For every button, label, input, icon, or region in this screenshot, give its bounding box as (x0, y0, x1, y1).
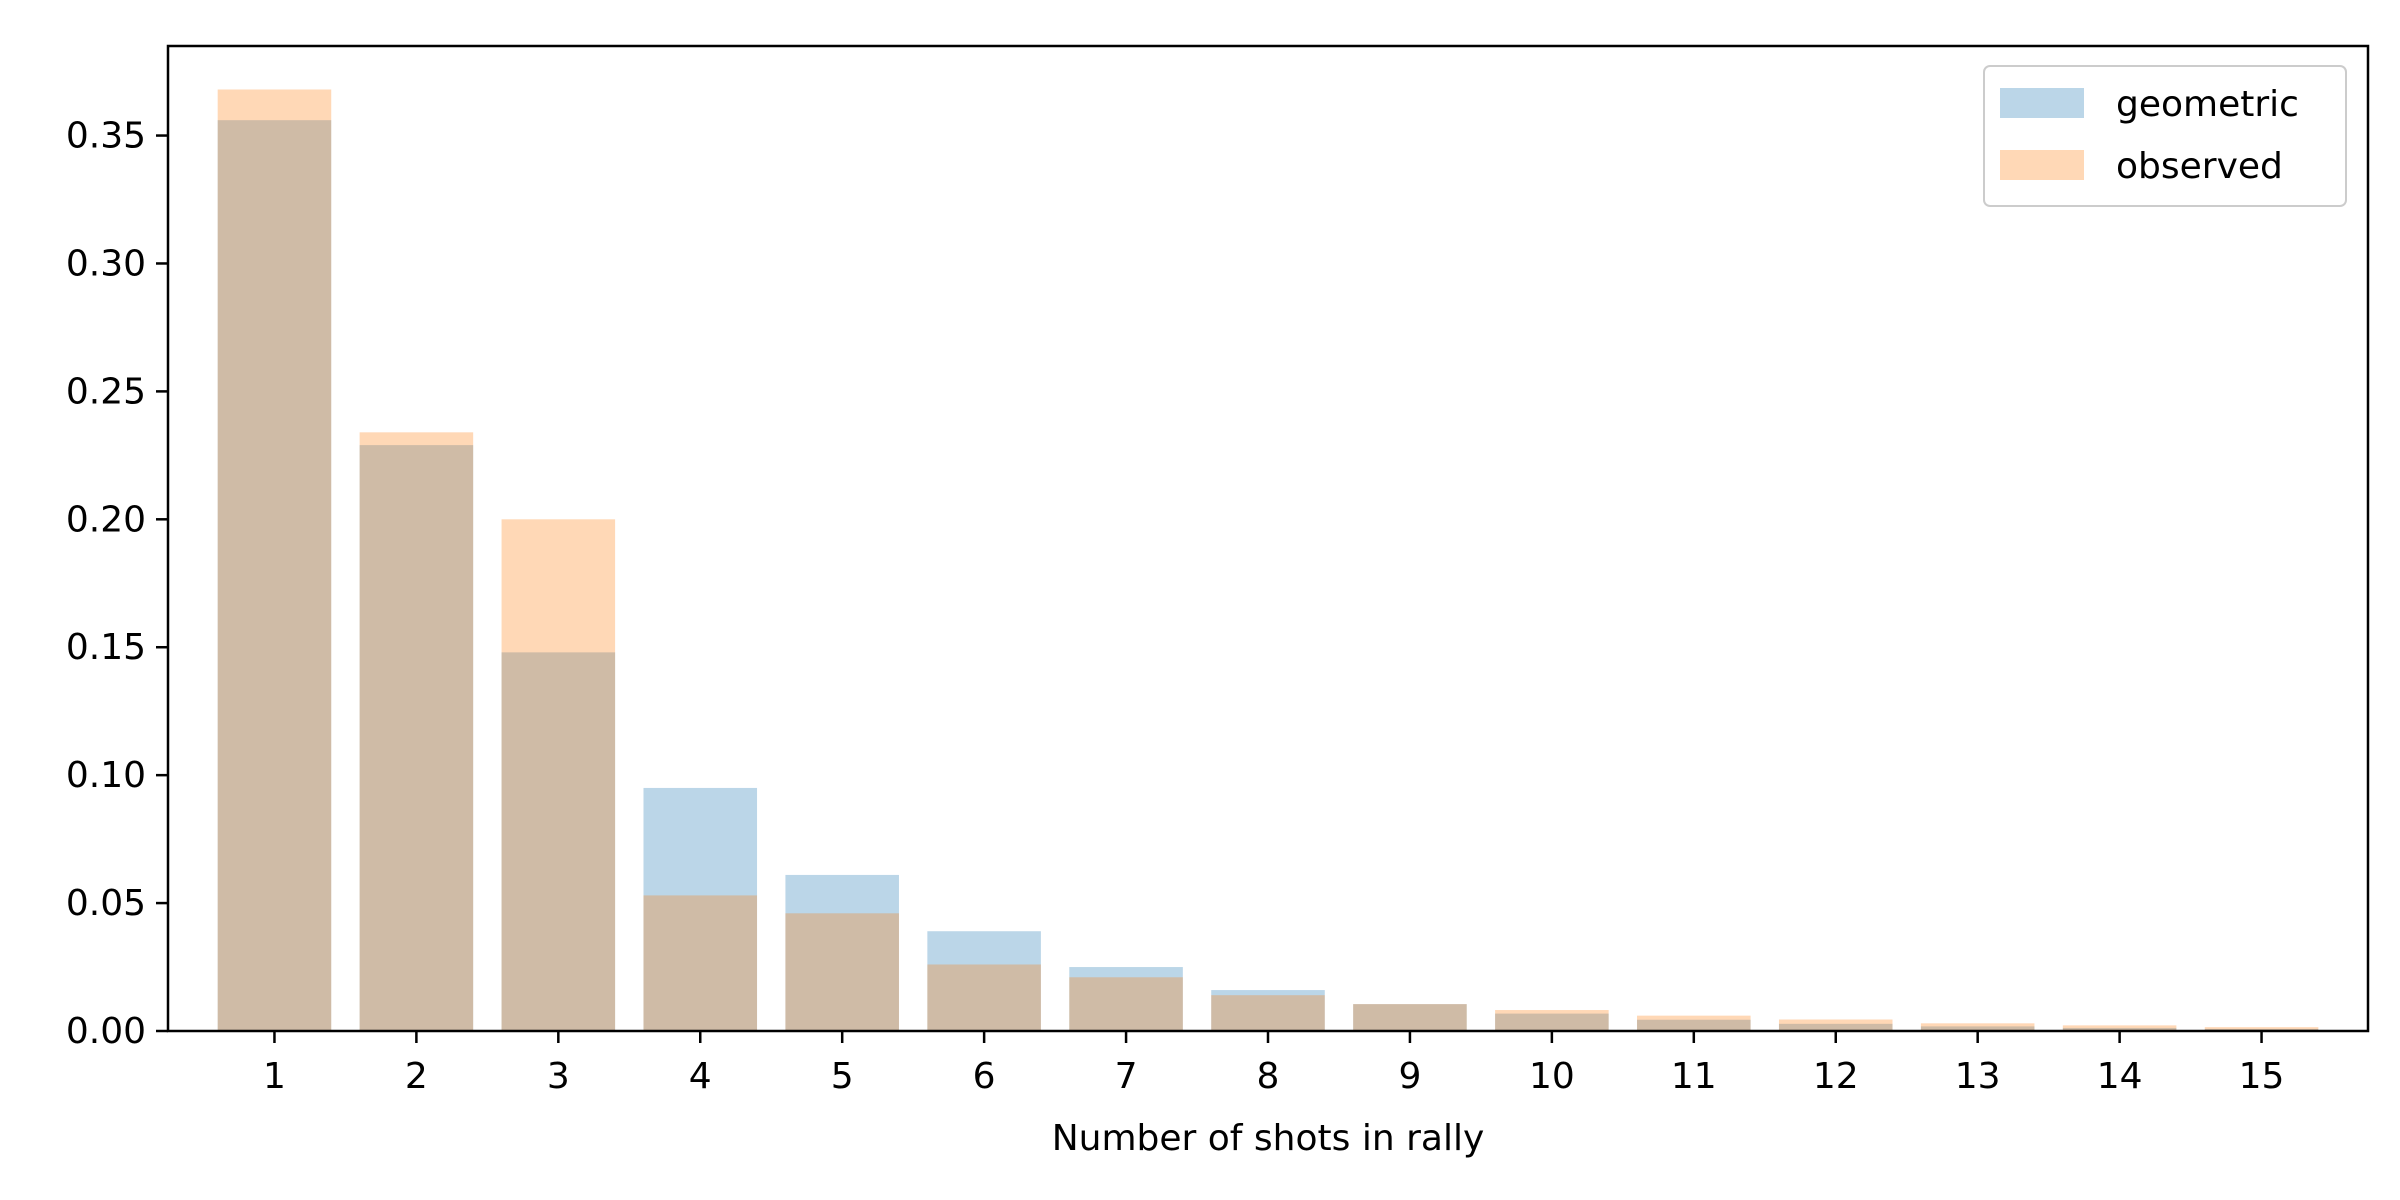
bar-observed-14 (2062, 1025, 2177, 1031)
x-tick-label: 9 (1398, 1056, 1421, 1097)
bar-observed-3 (501, 519, 616, 1031)
bar-observed-6 (927, 964, 1041, 1031)
x-tick-label: 6 (973, 1056, 996, 1097)
x-tick-label: 15 (2239, 1056, 2285, 1097)
bar-geometric-6 (927, 931, 1041, 1031)
legend-swatch-geometric (2000, 88, 2084, 118)
x-axis-label: Number of shots in rally (1052, 1118, 1485, 1159)
legend-label-geometric: geometric (2116, 84, 2299, 125)
x-tick-label: 3 (547, 1056, 570, 1097)
x-tick-label: 7 (1115, 1056, 1138, 1097)
y-tick-label: 0.15 (66, 627, 146, 668)
x-tick-label: 1 (263, 1056, 286, 1097)
y-tick-label: 0.25 (66, 371, 146, 412)
x-tick-label: 5 (831, 1056, 854, 1097)
y-tick-label: 0.00 (66, 1011, 146, 1052)
bar-observed-7 (1069, 977, 1183, 1031)
y-axis: 0.00 0.05 0.10 0.15 0.20 0.25 0.30 0.35 (66, 116, 168, 1052)
legend-swatch-observed (2000, 150, 2084, 180)
bar-observed-4 (643, 895, 758, 1031)
x-tick-label: 2 (405, 1056, 428, 1097)
bar-geometric-11 (1637, 1019, 1751, 1031)
bar-observed-2 (359, 432, 474, 1031)
bar-geometric-7 (1069, 967, 1183, 1031)
bar-geometric-13 (1920, 1026, 2035, 1031)
bar-geometric-2 (359, 445, 474, 1031)
legend-box (1983, 65, 2347, 207)
bar-observed-11 (1637, 1015, 1751, 1031)
bar-geometric-5 (785, 874, 899, 1031)
y-tick-label: 0.05 (66, 883, 146, 924)
bar-geometric-4 (643, 787, 758, 1031)
bar-geometric-3 (501, 652, 616, 1031)
y-tick-label: 0.30 (66, 243, 146, 284)
x-tick-label: 10 (1529, 1056, 1575, 1097)
bar-observed-8 (1211, 995, 1325, 1031)
x-tick-label: 14 (2097, 1056, 2143, 1097)
x-axis: 1 2 3 4 5 6 7 8 9 10 11 12 13 14 15 (263, 1031, 2284, 1097)
bar-geometric-14 (2062, 1027, 2177, 1031)
bar-observed-9 (1353, 1004, 1467, 1031)
bar-geometric-1 (217, 120, 332, 1031)
bars-group (217, 89, 2319, 1031)
x-tick-label: 4 (689, 1056, 712, 1097)
bar-geometric-10 (1495, 1013, 1609, 1031)
y-tick-label: 0.20 (66, 499, 146, 540)
bar-observed-12 (1778, 1019, 1893, 1031)
bar-observed-10 (1495, 1010, 1609, 1031)
legend: geometric observed (1983, 65, 2347, 207)
y-tick-label: 0.10 (66, 755, 146, 796)
y-tick-label: 0.35 (66, 116, 146, 157)
bar-observed-5 (785, 913, 899, 1031)
x-tick-label: 11 (1671, 1056, 1717, 1097)
bar-observed-1 (217, 89, 332, 1031)
x-tick-label: 8 (1257, 1056, 1280, 1097)
x-tick-label: 13 (1955, 1056, 2001, 1097)
bar-geometric-9 (1353, 1004, 1467, 1031)
x-tick-label: 12 (1813, 1056, 1859, 1097)
bar-geometric-8 (1211, 990, 1325, 1031)
bar-observed-13 (1920, 1023, 2035, 1031)
bar-observed-15 (2204, 1027, 2319, 1031)
bar-geometric-12 (1778, 1023, 1893, 1031)
legend-label-observed: observed (2116, 146, 2283, 187)
